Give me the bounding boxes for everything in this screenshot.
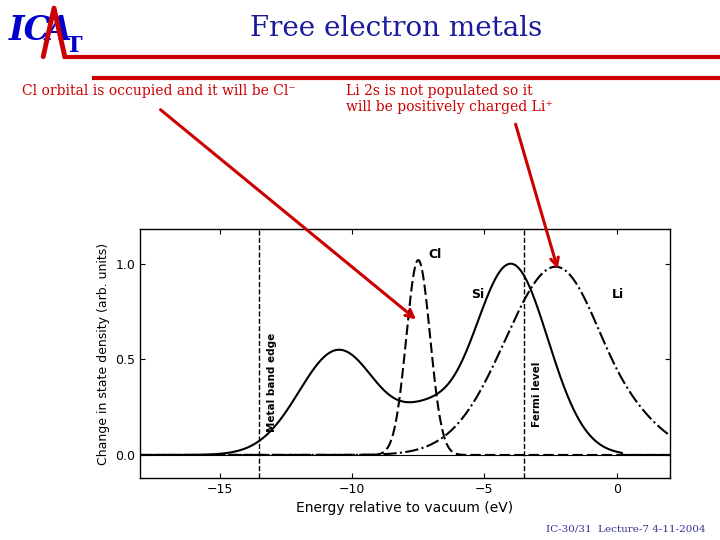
Text: Fermi level: Fermi level xyxy=(532,361,542,427)
Text: A: A xyxy=(45,14,71,46)
Text: Li 2s is not populated so it
will be positively charged Li⁺: Li 2s is not populated so it will be pos… xyxy=(346,84,552,114)
X-axis label: Energy relative to vacuum (eV): Energy relative to vacuum (eV) xyxy=(297,501,513,515)
Text: Free electron metals: Free electron metals xyxy=(250,15,542,42)
Y-axis label: Change in state density (arb. units): Change in state density (arb. units) xyxy=(97,242,110,465)
Text: IC: IC xyxy=(9,14,51,46)
Text: Li: Li xyxy=(611,288,624,301)
Text: T: T xyxy=(66,35,83,57)
Text: Cl orbital is occupied and it will be Cl⁻: Cl orbital is occupied and it will be Cl… xyxy=(22,84,295,98)
Text: Si: Si xyxy=(471,288,485,301)
Text: Cl: Cl xyxy=(429,248,442,261)
Text: IC-30/31  Lecture-7 4-11-2004: IC-30/31 Lecture-7 4-11-2004 xyxy=(546,524,706,534)
Text: Metal band edge: Metal band edge xyxy=(267,333,277,432)
